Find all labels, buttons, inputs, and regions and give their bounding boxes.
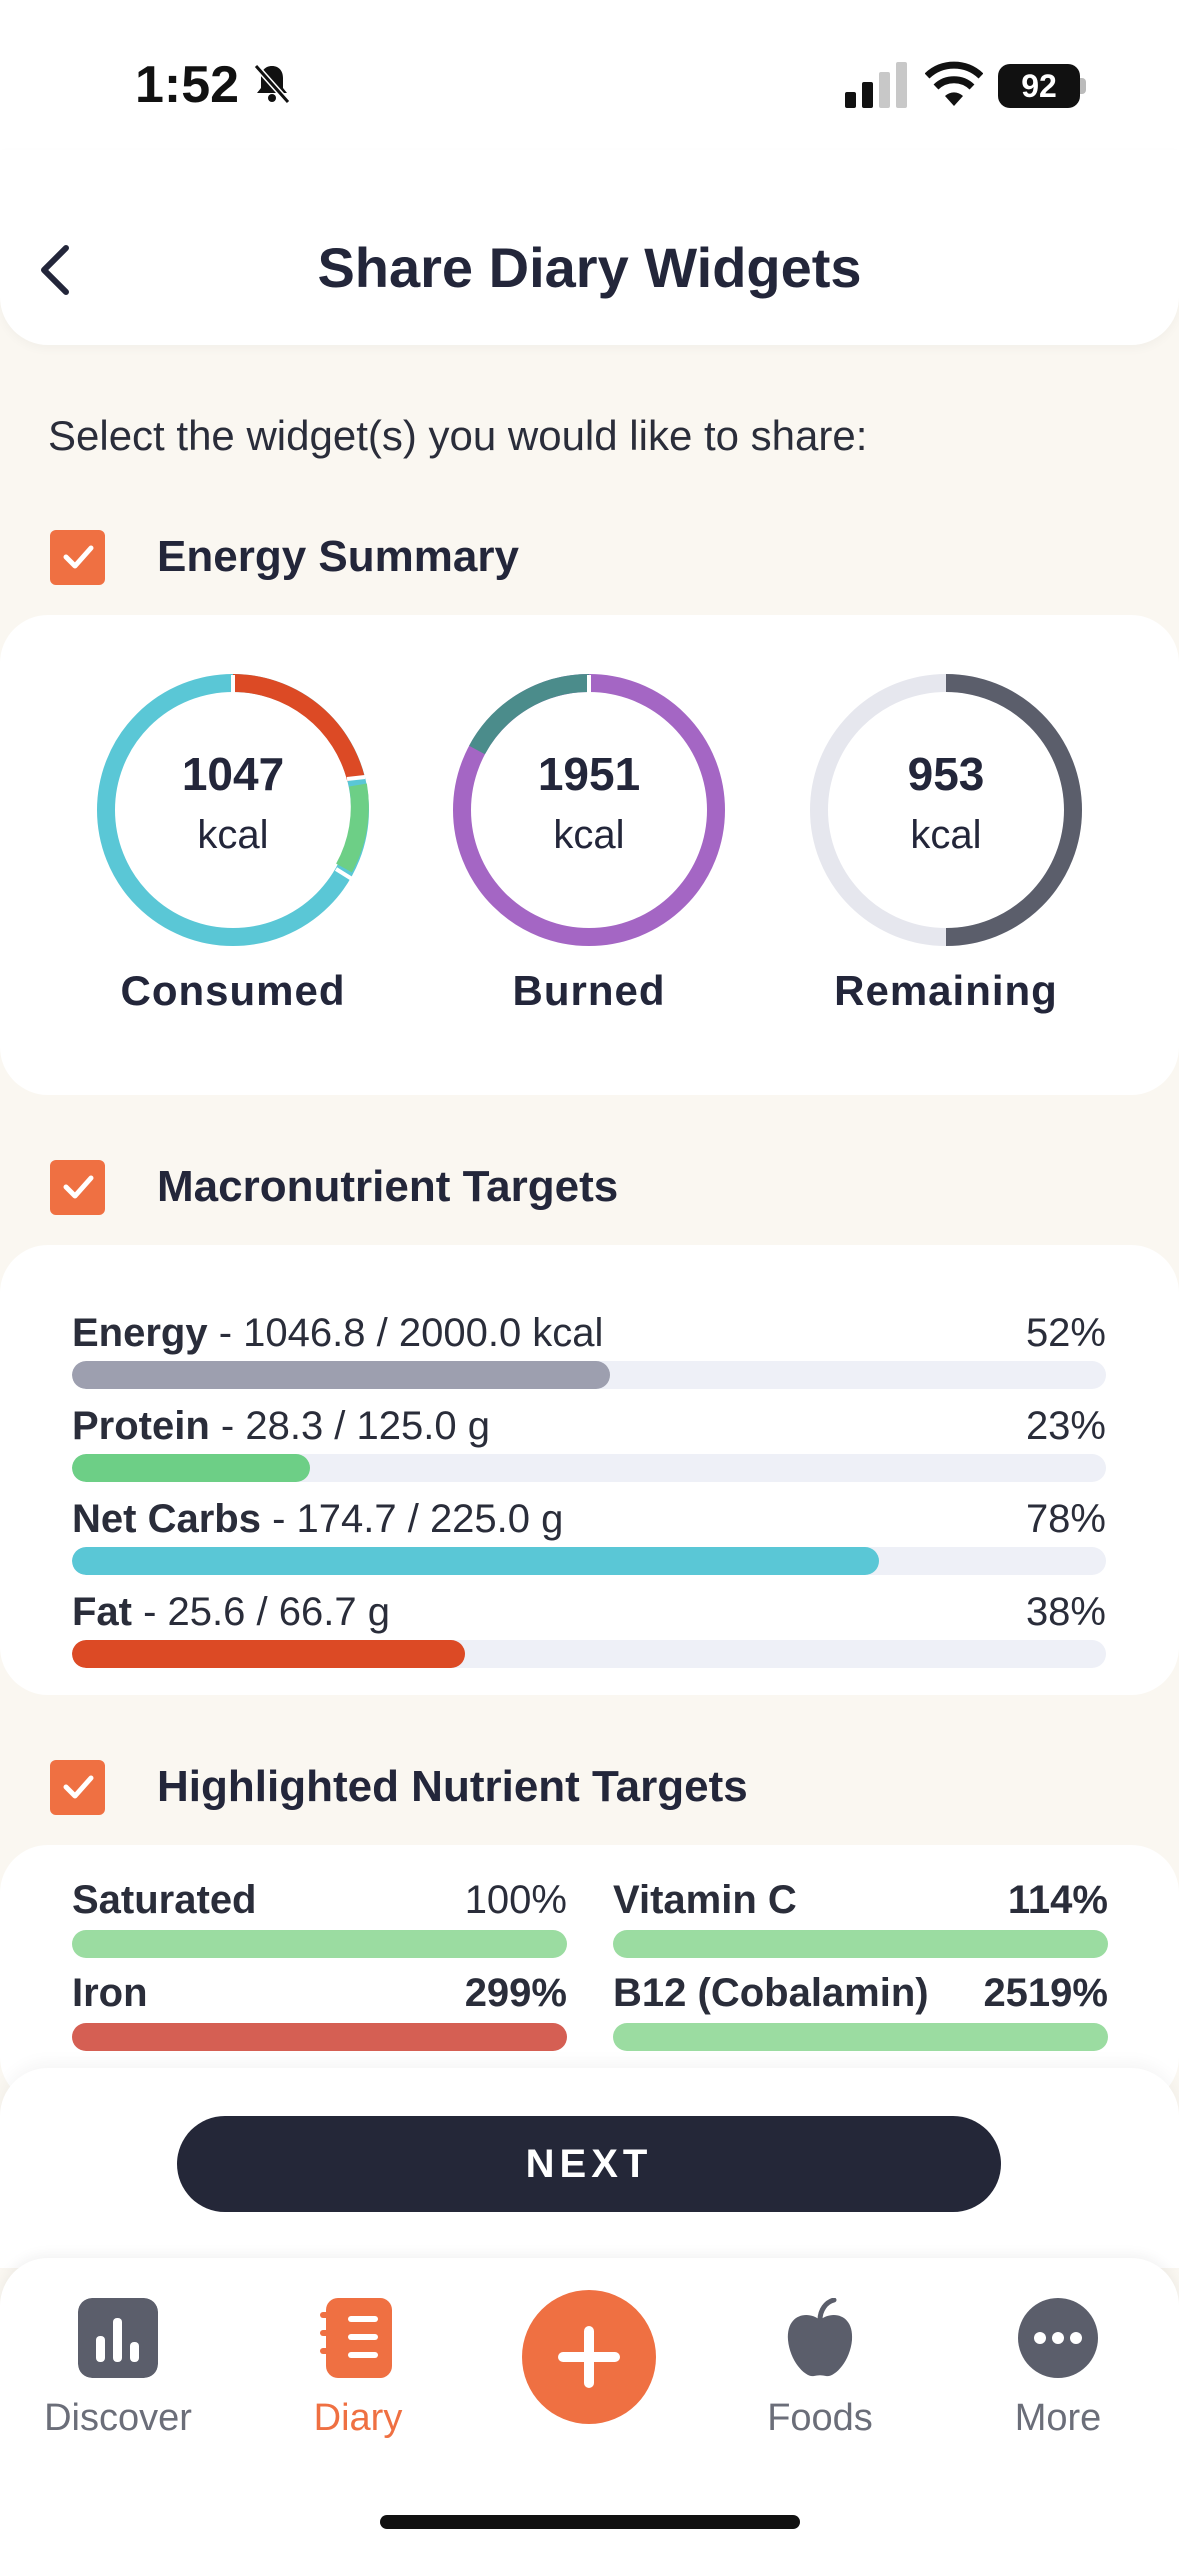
macro-percent: 38%	[1025, 1589, 1106, 1634]
energy-summary-toggle[interactable]: Energy Summary	[50, 527, 519, 587]
consumed-label: Consumed	[120, 967, 346, 1014]
burned-ring: 1951 kcal Burned	[444, 665, 734, 1015]
checkmark-icon	[63, 1775, 93, 1799]
macro-bar-fill	[72, 1361, 610, 1389]
macro-bar-fill	[72, 1454, 310, 1482]
consumed-ring: 1047 kcal Consumed	[88, 665, 378, 1015]
discover-icon	[78, 2298, 158, 2378]
macro-bar-fill	[72, 1640, 465, 1668]
highlight-bar	[613, 2023, 1108, 2051]
more-icon	[1018, 2298, 1098, 2378]
tab-label: More	[1014, 2397, 1102, 2439]
macro-detail: - 25.6 / 66.7 g	[132, 1589, 390, 1634]
bell-muted-icon	[253, 64, 291, 104]
highlight-saturated: Saturated 100%	[72, 1870, 567, 1958]
highlight-name: B12 (Cobalamin)	[613, 1970, 929, 2015]
highlight-iron: Iron 299%	[72, 1963, 567, 2051]
diary-icon	[320, 2298, 392, 2378]
highlight-b12: B12 (Cobalamin) 2519%	[613, 1963, 1108, 2051]
energy-summary-label: Energy Summary	[157, 532, 519, 581]
highlighted-targets-toggle[interactable]: Highlighted Nutrient Targets	[50, 1757, 748, 1817]
consumed-value: 1047	[181, 748, 285, 800]
tab-label: Discover	[44, 2397, 192, 2439]
burned-value: 1951	[537, 748, 641, 800]
back-chevron-icon[interactable]	[30, 230, 80, 310]
remaining-unit: kcal	[910, 813, 982, 857]
macro-name: Fat	[72, 1589, 132, 1634]
highlight-percent: 2519%	[983, 1970, 1108, 2015]
apple-icon	[787, 2297, 853, 2377]
macro-detail: - 28.3 / 125.0 g	[209, 1403, 490, 1448]
tab-more[interactable]: More	[958, 2298, 1158, 2440]
macro-percent: 52%	[1025, 1310, 1106, 1355]
macro-bar-track	[72, 1547, 1106, 1575]
macro-percent: 78%	[1025, 1496, 1106, 1541]
macro-targets-card: Energy - 1046.8 / 2000.0 kcal 52% Protein…	[0, 1245, 1179, 1695]
macro-detail: - 174.7 / 225.0 g	[260, 1496, 564, 1541]
macro-targets-checkbox[interactable]	[50, 1159, 105, 1215]
checkmark-icon	[63, 545, 93, 569]
highlight-bar	[613, 1930, 1108, 1958]
status-time: 1:52	[135, 56, 240, 114]
highlight-name: Iron	[72, 1970, 148, 2015]
macro-bar-track	[72, 1454, 1106, 1482]
home-indicator	[380, 2515, 800, 2529]
tab-bar: Discover Diary Foods	[0, 2258, 1179, 2556]
wifi-icon	[925, 61, 983, 106]
add-button[interactable]	[522, 2290, 656, 2424]
highlight-percent: 114%	[1007, 1877, 1108, 1922]
macro-protein: Protein - 28.3 / 125.0 g 23%	[72, 1398, 1106, 1482]
burned-unit: kcal	[553, 813, 625, 857]
tab-diary[interactable]: Diary	[258, 2298, 458, 2440]
highlighted-targets-checkbox[interactable]	[50, 1759, 105, 1815]
macro-name: Energy	[72, 1310, 208, 1355]
macro-targets-toggle[interactable]: Macronutrient Targets	[50, 1157, 618, 1217]
remaining-value: 953	[907, 748, 985, 800]
battery-indicator: 92	[998, 64, 1080, 108]
macro-energy: Energy - 1046.8 / 2000.0 kcal 52%	[72, 1305, 1106, 1389]
remaining-ring: 953 kcal Remaining	[801, 665, 1091, 1015]
consumed-unit: kcal	[197, 813, 269, 857]
header: Share Diary Widgets	[0, 150, 1179, 345]
tab-label: Diary	[313, 2397, 403, 2439]
burned-ring-chart	[453, 674, 725, 946]
macro-bar-track	[72, 1361, 1106, 1389]
macro-detail: - 1046.8 / 2000.0 kcal	[207, 1310, 604, 1355]
macro-net-carbs: Net Carbs - 174.7 / 225.0 g 78%	[72, 1491, 1106, 1575]
page-title: Share Diary Widgets	[317, 236, 862, 299]
cellular-signal-icon	[845, 62, 907, 108]
highlight-name: Saturated	[72, 1877, 257, 1922]
status-bar: 1:52 92	[0, 0, 1179, 150]
macro-bar-fill	[72, 1547, 879, 1575]
energy-summary-checkbox[interactable]	[50, 529, 105, 585]
highlighted-targets-card: Saturated 100% Vitamin C 114% Iron 299% B12…	[0, 1845, 1179, 2105]
highlighted-targets-label: Highlighted Nutrient Targets	[157, 1762, 748, 1811]
macro-fat: Fat - 25.6 / 66.7 g 38%	[72, 1584, 1106, 1668]
next-panel: NEXT	[0, 2068, 1179, 2268]
tab-label: Foods	[767, 2397, 873, 2439]
checkmark-icon	[63, 1175, 93, 1199]
next-button[interactable]: NEXT	[177, 2116, 1001, 2212]
remaining-ring-chart	[810, 674, 1082, 946]
macro-targets-label: Macronutrient Targets	[157, 1162, 619, 1211]
plus-icon	[558, 2326, 620, 2388]
instructions-text: Select the widget(s) you would like to s…	[48, 412, 868, 459]
macro-bar-track	[72, 1640, 1106, 1668]
highlight-bar	[72, 1930, 567, 1958]
macro-name: Protein	[72, 1403, 210, 1448]
macro-name: Net Carbs	[72, 1496, 261, 1541]
highlight-percent: 299%	[464, 1970, 567, 2015]
highlight-bar	[72, 2023, 567, 2051]
tab-foods[interactable]: Foods	[720, 2297, 920, 2440]
tab-discover[interactable]: Discover	[18, 2298, 218, 2440]
burned-label: Burned	[512, 967, 666, 1014]
energy-summary-card: 1047 kcal Consumed 1951 kcal Burned 953 …	[0, 615, 1179, 1095]
battery-nub	[1080, 78, 1086, 94]
remaining-label: Remaining	[834, 967, 1058, 1014]
highlight-vitamin-c: Vitamin C 114%	[613, 1870, 1108, 1958]
consumed-ring-chart	[97, 674, 369, 946]
highlight-percent: 100%	[464, 1877, 567, 1922]
highlight-name: Vitamin C	[613, 1877, 797, 1922]
macro-percent: 23%	[1025, 1403, 1106, 1448]
